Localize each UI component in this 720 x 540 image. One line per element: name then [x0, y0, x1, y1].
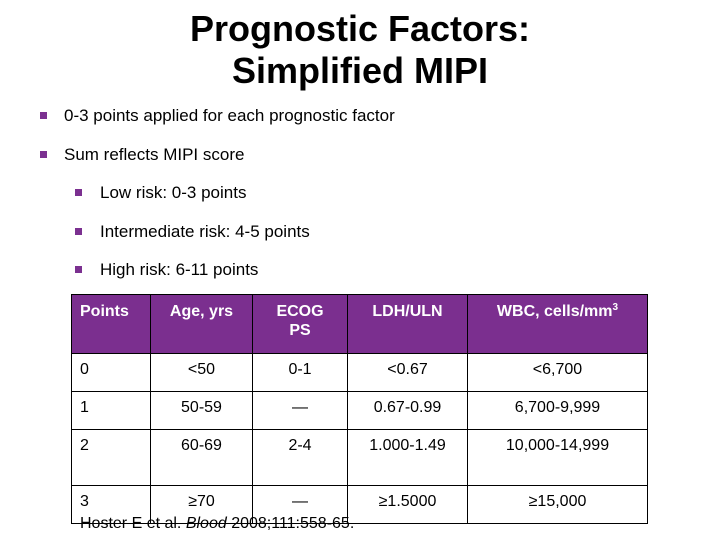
table-row: 0 <50 0-1 <0.67 <6,700: [71, 353, 648, 392]
cell-age: 60-69: [150, 429, 253, 486]
bullet-square-icon: [40, 112, 47, 119]
cell-age: ≥70: [150, 485, 253, 524]
cell-age: <50: [150, 353, 253, 392]
cell-ecog: 2-4: [252, 429, 348, 486]
table-row: 3 ≥70 — ≥1.5000 ≥15,000: [71, 485, 648, 524]
cell-age: 50-59: [150, 391, 253, 430]
mipi-table: Points Age, yrs ECOG PS LDH/ULN WBC, cel…: [71, 294, 648, 524]
table-row: 1 50-59 — 0.67-0.99 6,700-9,999: [71, 391, 648, 430]
citation-ref: 2008;111:558-65.: [226, 515, 355, 532]
cell-points: 2: [71, 429, 151, 486]
cell-ldh: 1.000-1.49: [347, 429, 468, 486]
cell-wbc: 10,000-14,999: [467, 429, 648, 486]
bullet-item: 0-3 points applied for each prognostic f…: [64, 106, 395, 125]
cell-ecog: —: [252, 485, 348, 524]
header-ecog-line2: PS: [289, 322, 311, 339]
title-line-2: Simplified MIPI: [231, 50, 489, 91]
sub-bullet-item: Low risk: 0-3 points: [100, 183, 247, 202]
cell-wbc: <6,700: [467, 353, 648, 392]
table-row: 2 60-69 2-4 1.000-1.49 10,000-14,999: [71, 429, 648, 486]
bullet-square-icon: [40, 151, 47, 158]
bullet-item: Sum reflects MIPI score: [64, 145, 245, 164]
slide-title: Prognostic Factors: Simplified MIPI: [0, 8, 720, 92]
cell-ecog: 0-1: [252, 353, 348, 392]
table-header-row: Points Age, yrs ECOG PS LDH/ULN WBC, cel…: [71, 294, 648, 354]
title-line-1: Prognostic Factors:: [189, 8, 531, 49]
cell-wbc: ≥15,000: [467, 485, 648, 524]
sub-bullet-square-icon: [75, 189, 82, 196]
header-wbc: WBC, cells/mm3: [467, 294, 648, 354]
cell-ldh: 0.67-0.99: [347, 391, 468, 430]
cell-ldh: <0.67: [347, 353, 468, 392]
citation-journal: Blood: [185, 515, 227, 532]
citation: Hoster E et al. Blood 2008;111:558-65.: [80, 514, 354, 534]
header-ecog-line1: ECOG: [276, 303, 324, 320]
header-wbc-label: WBC, cells/mm: [496, 303, 613, 320]
cell-ecog: —: [252, 391, 348, 430]
sub-bullet-item: High risk: 6-11 points: [100, 260, 259, 279]
sub-bullet-item: Intermediate risk: 4-5 points: [100, 222, 310, 241]
header-wbc-superscript: 3: [612, 302, 619, 313]
header-ldh: LDH/ULN: [347, 294, 468, 354]
cell-wbc: 6,700-9,999: [467, 391, 648, 430]
citation-authors: Hoster E et al.: [80, 515, 186, 532]
header-points: Points: [71, 294, 151, 354]
cell-ldh: ≥1.5000: [347, 485, 468, 524]
header-ecog: ECOG PS: [252, 294, 348, 354]
sub-bullet-square-icon: [75, 228, 82, 235]
cell-points: 0: [71, 353, 151, 392]
sub-bullet-square-icon: [75, 266, 82, 273]
header-age: Age, yrs: [150, 294, 253, 354]
cell-points: 1: [71, 391, 151, 430]
